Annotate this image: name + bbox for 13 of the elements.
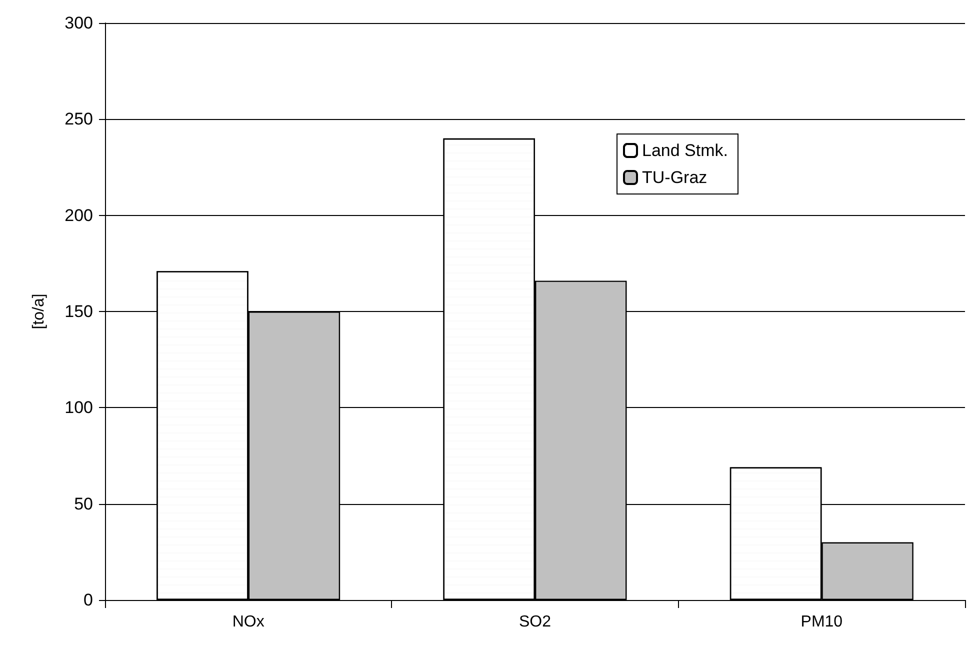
y-tick-label: 250 [64, 110, 93, 129]
x-tick-label: PM10 [800, 614, 843, 630]
y-tick-label: 300 [64, 14, 93, 32]
y-tick-label: 150 [64, 302, 93, 321]
x-tick-label: NOx [232, 614, 264, 630]
y-tick-label: 50 [74, 494, 93, 514]
y-tick-label: 0 [84, 590, 93, 610]
y-tick-label: 200 [64, 206, 93, 225]
legend-label: TU-Graz [642, 168, 708, 187]
y-tick-label: 100 [64, 398, 93, 418]
x-tick-label: SO2 [518, 614, 552, 630]
legend-label: Land Stmk. [642, 141, 728, 160]
y-axis-title: [to/a] [30, 294, 48, 330]
